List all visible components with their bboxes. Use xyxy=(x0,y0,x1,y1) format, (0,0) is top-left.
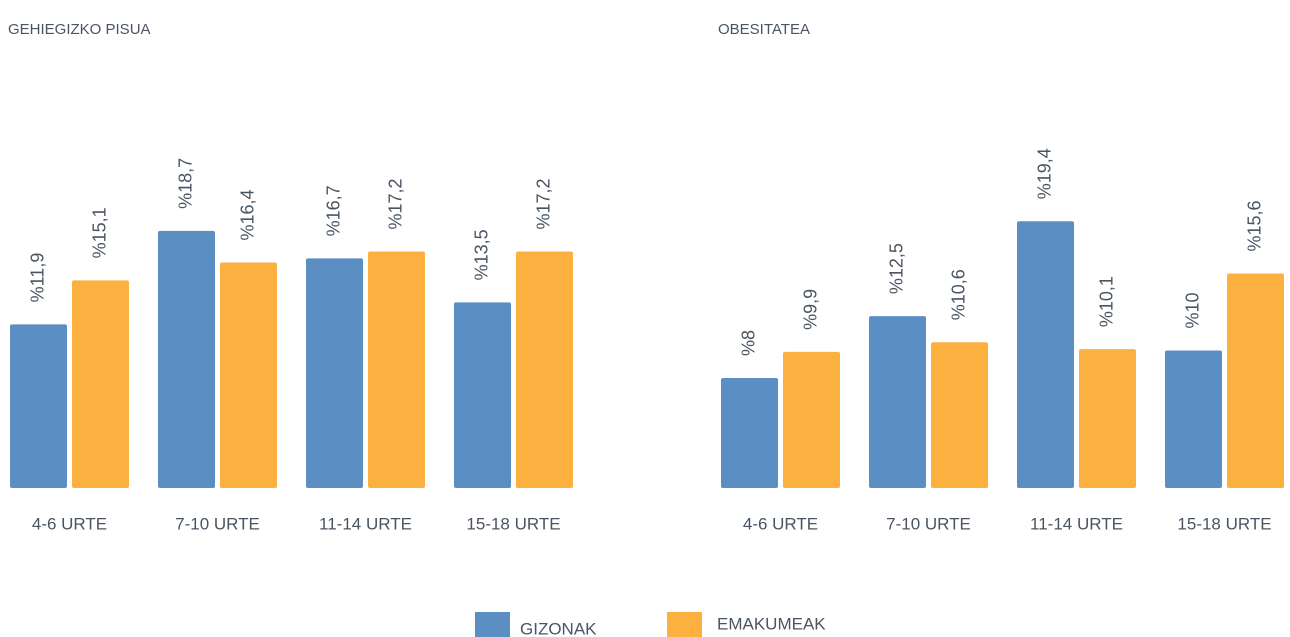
bar xyxy=(454,302,511,488)
data-label: %10,6 xyxy=(948,269,968,320)
bar xyxy=(306,258,363,488)
data-label: %11,9 xyxy=(27,253,47,303)
x-tick-label: 15-18 URTE xyxy=(1177,514,1271,533)
bar xyxy=(783,351,840,488)
legend-swatch xyxy=(475,612,510,637)
data-label: %19,4 xyxy=(1034,148,1054,199)
data-label: %10,1 xyxy=(1096,276,1116,327)
x-tick-label: 15-18 URTE xyxy=(466,514,560,533)
data-label: %13,5 xyxy=(471,229,491,280)
bar xyxy=(220,262,277,488)
x-tick-label: 11-14 URTE xyxy=(1030,514,1123,533)
legend-label: GIZONAK xyxy=(520,619,597,637)
x-tick-label: 4-6 URTE xyxy=(743,514,818,533)
chart-title: GEHIEGIZKO PISUA xyxy=(8,21,151,38)
data-label: %15,1 xyxy=(89,207,109,258)
chart-title: OBESITATEA xyxy=(718,21,810,38)
data-label: %17,2 xyxy=(533,178,553,229)
x-tick-label: 7-10 URTE xyxy=(886,514,971,533)
bar xyxy=(1227,273,1284,488)
legend-swatch xyxy=(667,612,702,637)
x-tick-label: 11-14 URTE xyxy=(319,514,412,533)
data-label: %9,9 xyxy=(800,289,820,330)
bar xyxy=(931,342,988,488)
bar xyxy=(869,316,926,488)
data-label: %16,4 xyxy=(237,189,257,240)
bar xyxy=(1165,350,1222,488)
x-tick-label: 7-10 URTE xyxy=(175,514,260,533)
data-label: %18,7 xyxy=(175,158,195,209)
bar xyxy=(72,280,129,488)
bar xyxy=(721,378,778,488)
bar xyxy=(368,251,425,488)
bar xyxy=(1079,349,1136,488)
data-label: %8 xyxy=(738,330,758,356)
data-label: %16,7 xyxy=(323,185,343,236)
bar xyxy=(158,230,215,488)
bar xyxy=(10,324,67,488)
x-tick-label: 4-6 URTE xyxy=(32,514,107,533)
data-label: %17,2 xyxy=(385,178,405,229)
bar xyxy=(1017,221,1074,488)
data-label: %12,5 xyxy=(886,243,906,294)
data-label: %15,6 xyxy=(1244,200,1264,251)
legend-label: EMAKUMEAK xyxy=(717,614,826,633)
data-label: %10 xyxy=(1182,292,1202,328)
bar xyxy=(516,251,573,488)
